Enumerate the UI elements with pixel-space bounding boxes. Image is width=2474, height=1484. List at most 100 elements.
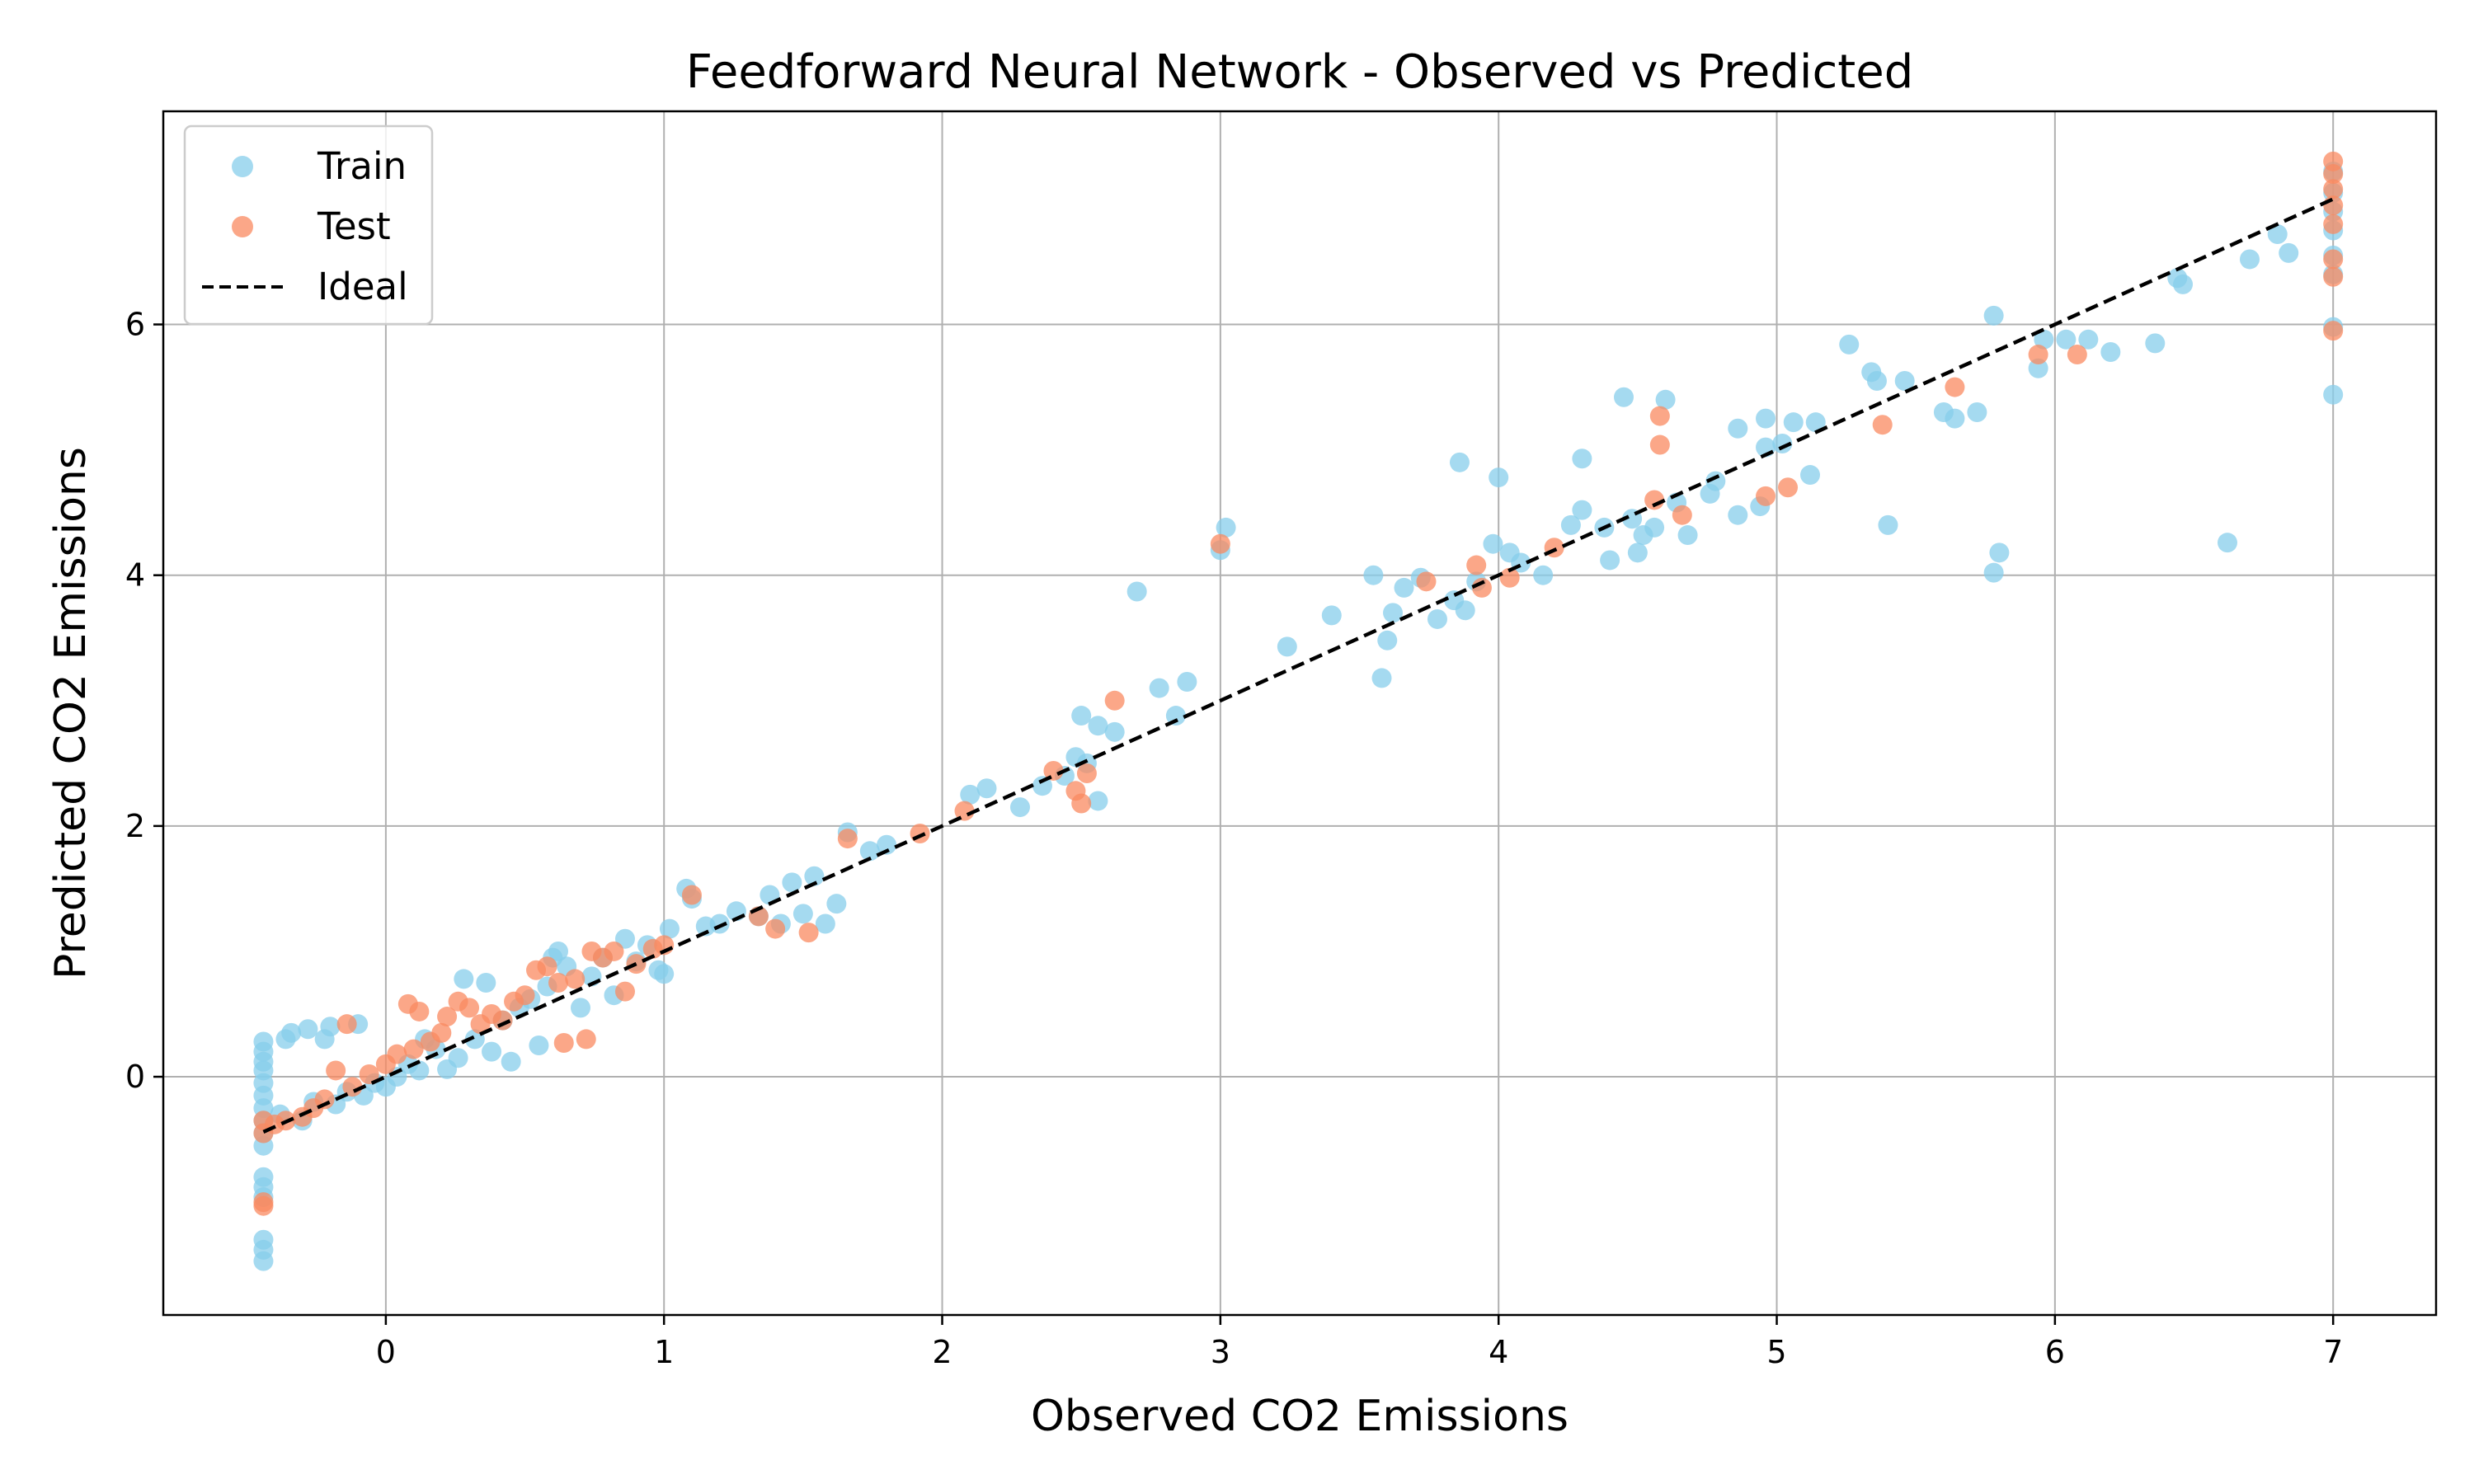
test-point [1644, 490, 1665, 510]
train-point [2267, 224, 2288, 245]
train-point [960, 784, 981, 805]
test-point [1945, 377, 1965, 397]
test-point [2028, 345, 2048, 365]
train-point [826, 894, 847, 914]
legend-train-marker [232, 156, 253, 177]
train-point [1705, 471, 1726, 491]
train-point [529, 1036, 549, 1056]
test-point [1756, 486, 1776, 506]
x-tick-label: 7 [2323, 1334, 2343, 1370]
train-point [1032, 776, 1052, 796]
train-point [1427, 608, 1447, 629]
test-point [515, 985, 535, 1006]
train-point [1449, 452, 1470, 472]
train-point [1363, 565, 1384, 585]
legend-ideal-label: Ideal [317, 265, 408, 308]
legend-train-label: Train [317, 144, 407, 188]
test-point [2323, 179, 2344, 200]
train-point [1983, 305, 2004, 326]
grid [163, 111, 2436, 1315]
train-point [782, 872, 802, 893]
x-tick-label: 1 [654, 1334, 674, 1370]
test-point [553, 1032, 574, 1053]
train-point [2078, 329, 2099, 350]
legend: Train Test Ideal [183, 124, 434, 326]
chart-title: Feedforward Neural Network - Observed vs… [686, 45, 1913, 99]
train-point [1104, 721, 1125, 742]
test-point [253, 1195, 274, 1216]
train-point [548, 941, 569, 961]
train-point [1728, 418, 1748, 439]
train-point [1783, 412, 1804, 433]
train-point [1627, 542, 1648, 563]
y-tick-label: 6 [125, 307, 145, 343]
test-point [314, 1089, 335, 1110]
train-point [2145, 333, 2166, 354]
test-point [548, 972, 569, 993]
test-point [409, 1001, 430, 1021]
test-point [576, 1029, 596, 1050]
test-point [837, 829, 858, 849]
test-point [1104, 690, 1125, 711]
legend-test-label: Test [317, 204, 391, 248]
test-point [798, 923, 819, 943]
train-point [1533, 565, 1554, 585]
x-axis-label: Observed CO2 Emissions [1031, 1392, 1569, 1441]
train-point [253, 1251, 274, 1271]
test-point [326, 1060, 346, 1081]
test-point [765, 918, 786, 939]
test-point [1416, 571, 1437, 592]
train-point [804, 866, 825, 886]
train-point [464, 1029, 485, 1050]
train-point [1149, 678, 1169, 698]
train-point [570, 998, 590, 1018]
train-point [1489, 467, 1509, 488]
train-point [1967, 402, 1987, 422]
train-point [1071, 706, 1092, 726]
test-point [1076, 763, 1097, 783]
legend-test-marker [232, 216, 253, 237]
train-point [2173, 274, 2194, 294]
train-point [1483, 533, 1503, 554]
train-point [1321, 605, 1342, 626]
test-point [1872, 415, 1893, 435]
train-point [1756, 408, 1776, 429]
x-tick-label: 5 [1766, 1334, 1786, 1370]
train-point [448, 1048, 468, 1068]
train-point [2323, 384, 2344, 405]
x-tick-label: 6 [2045, 1334, 2065, 1370]
test-point [954, 801, 975, 821]
test-point [1071, 793, 1092, 814]
train-point [1878, 514, 1898, 535]
x-tick-label: 4 [1489, 1334, 1508, 1370]
test-point [1778, 477, 1799, 498]
y-tick-label: 4 [125, 557, 145, 594]
train-point [976, 778, 997, 799]
train-point [654, 964, 675, 984]
test-point [2067, 345, 2087, 365]
train-point [476, 972, 496, 993]
test-point [1672, 505, 1692, 525]
train-point [1088, 791, 1108, 811]
train-point [2218, 533, 2238, 553]
y-tick-label: 0 [125, 1059, 145, 1095]
ideal-line [262, 197, 2335, 1134]
x-tick-label: 3 [1211, 1334, 1230, 1370]
train-point [1455, 600, 1475, 621]
train-point [1177, 671, 1197, 692]
train-point [1277, 636, 1297, 657]
train-point [793, 904, 813, 924]
test-point [403, 1039, 424, 1059]
test-point [336, 1014, 357, 1035]
train-point [1945, 408, 1965, 429]
test-point [1649, 434, 1670, 455]
test-point [2323, 266, 2344, 287]
train-point [859, 841, 880, 862]
test-point [1210, 533, 1230, 554]
train-point [1383, 603, 1404, 623]
train-point [281, 1022, 302, 1043]
train-point [2056, 329, 2077, 350]
train-point [815, 913, 835, 934]
